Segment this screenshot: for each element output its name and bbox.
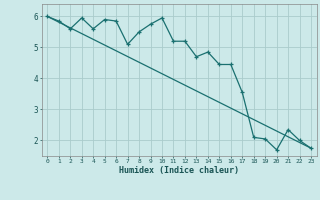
- X-axis label: Humidex (Indice chaleur): Humidex (Indice chaleur): [119, 166, 239, 175]
